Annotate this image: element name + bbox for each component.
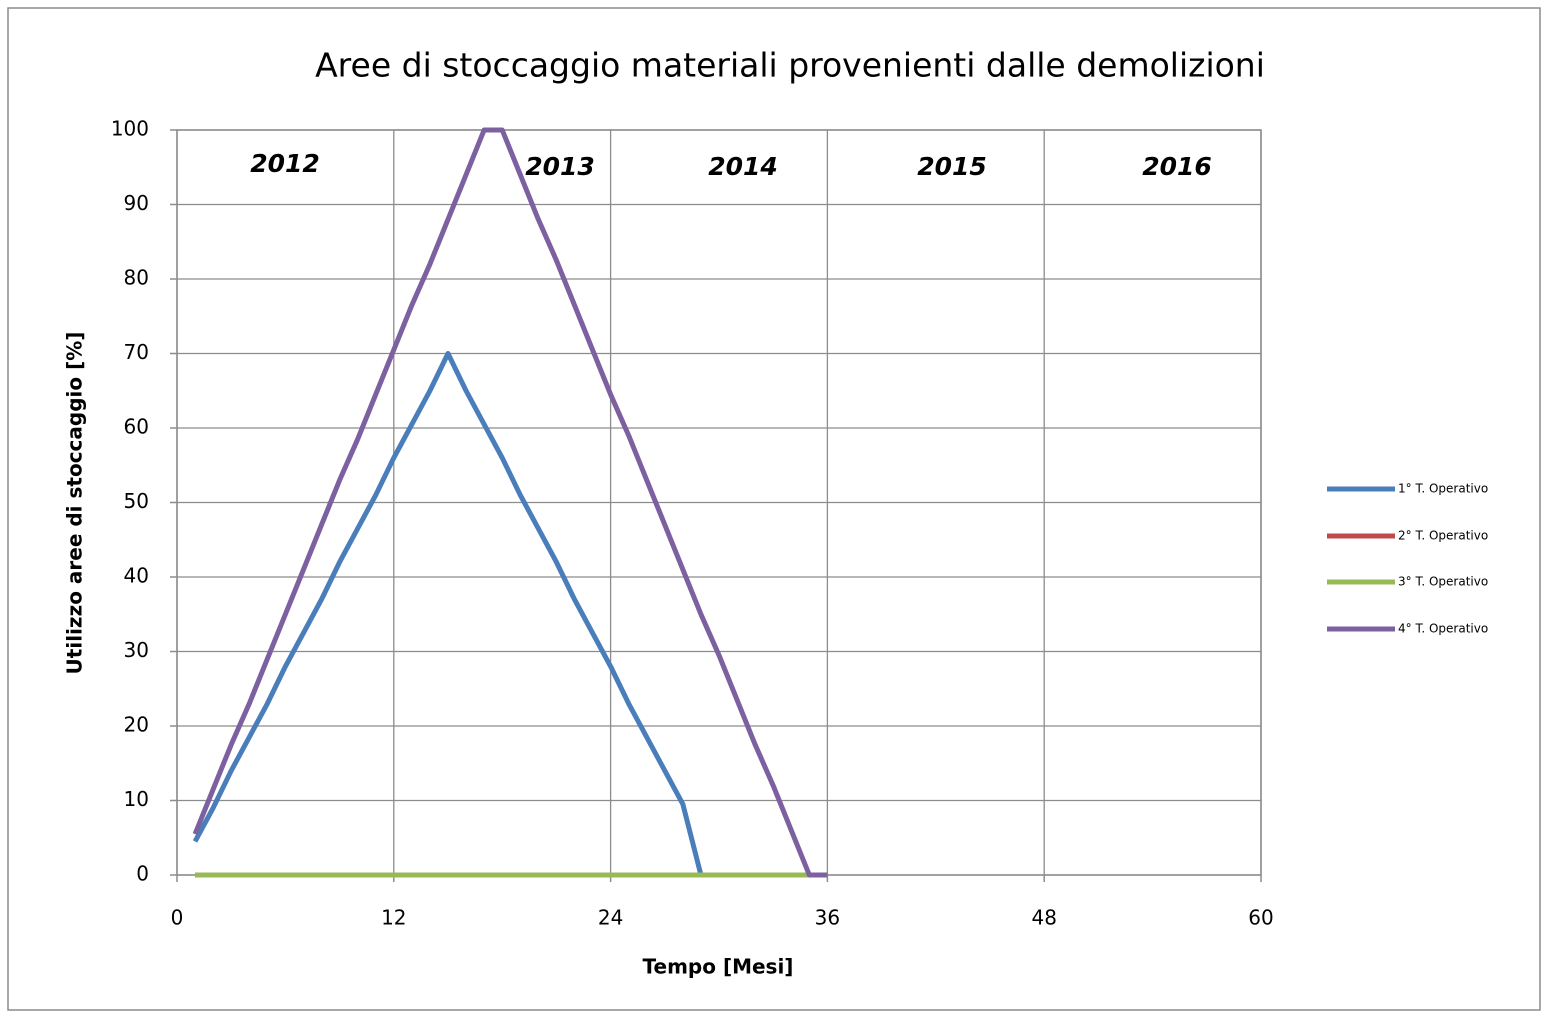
year-label: 2015 [917,152,987,181]
y-tick-label: 50 [124,489,149,513]
x-tick-label: 0 [171,906,184,930]
year-label: 2013 [525,152,595,181]
year-label: 2016 [1142,152,1212,181]
y-tick-label: 40 [124,564,149,588]
x-tick-label: 60 [1248,906,1273,930]
year-label: 2014 [708,152,778,181]
series-line [192,351,704,876]
y-tick-label: 80 [124,266,149,290]
series-line [192,127,828,878]
y-tick-label: 30 [124,638,149,662]
y-tick-label: 20 [124,713,149,737]
y-axis-label: Utilizzo aree di stoccaggio [%] [63,332,87,675]
chart-border [7,7,1541,1011]
x-tick-label: 36 [815,906,840,930]
x-tick-label: 12 [381,906,406,930]
legend-label: 4° T. Operativo [1398,622,1488,636]
y-tick-label: 100 [111,117,149,141]
y-tick-label: 60 [124,415,149,439]
y-tick-label: 10 [124,787,149,811]
legend-label: 1° T. Operativo [1398,482,1488,496]
y-tick-label: 70 [124,340,149,364]
x-axis-label: Tempo [Mesi] [643,955,794,979]
legend-label: 2° T. Operativo [1398,529,1488,543]
chart-title: Aree di stoccaggio materiali provenienti… [315,46,1265,85]
legend-label: 3° T. Operativo [1398,575,1488,589]
x-tick-label: 24 [598,906,623,930]
year-label: 2012 [250,149,320,178]
y-tick-label: 90 [124,191,149,215]
x-tick-label: 48 [1031,906,1056,930]
y-tick-label: 0 [136,862,149,886]
